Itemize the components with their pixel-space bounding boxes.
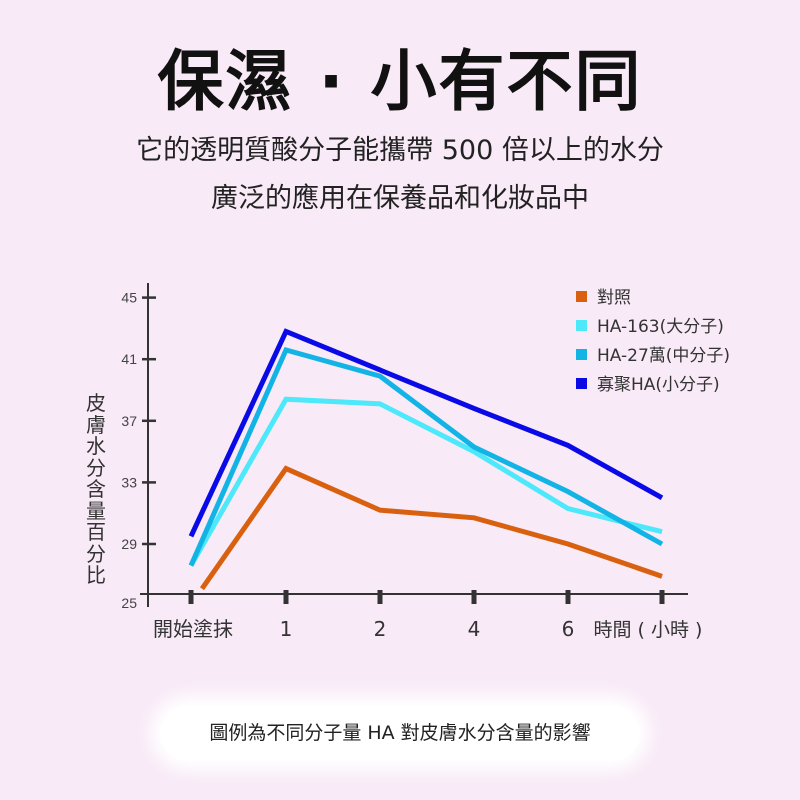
x-tick-label: 開始塗抹 [153,617,233,641]
y-tick-label: 41 [121,351,137,367]
legend-label: 對照 [597,288,631,308]
chart-caption: 圖例為不同分子量 HA 對皮膚水分含量的影響 [160,705,640,761]
x-tick-label: 6 [562,617,575,641]
y-tick-label: 37 [121,413,137,429]
page-title: 保濕 · 小有不同 [157,43,643,120]
y-tick-label: 29 [121,536,137,552]
y-axis-label: 皮膚水分含量百分比 [86,391,106,587]
legend-label: 寡聚HA(小分子) [597,375,720,395]
y-tick-label: 45 [121,290,137,306]
x-tick-label: 1 [280,617,293,641]
legend-swatch [576,291,587,302]
series-line-0 [199,465,663,591]
y-tick-label: 33 [121,474,137,490]
series-line-1 [188,396,663,567]
legend-label: HA-163(大分子) [597,317,724,337]
legend-label: HA-27萬(中分子) [597,346,730,366]
y-tick-label: 25 [121,595,137,611]
subtitle-line-2: 廣泛的應用在保養品和化妝品中 [211,183,589,214]
x-tick-label: 2 [374,617,387,641]
subtitle-line-1: 它的透明質酸分子能攜帶 500 倍以上的水分 [136,135,664,166]
legend-swatch [576,349,587,360]
legend-swatch [576,378,587,389]
x-tick-label: 4 [468,617,481,641]
x-axis-label: 時間 ( 小時 ) [594,619,703,641]
legend-swatch [576,320,587,331]
series-line-3 [188,328,664,538]
series-line-2 [188,346,664,567]
